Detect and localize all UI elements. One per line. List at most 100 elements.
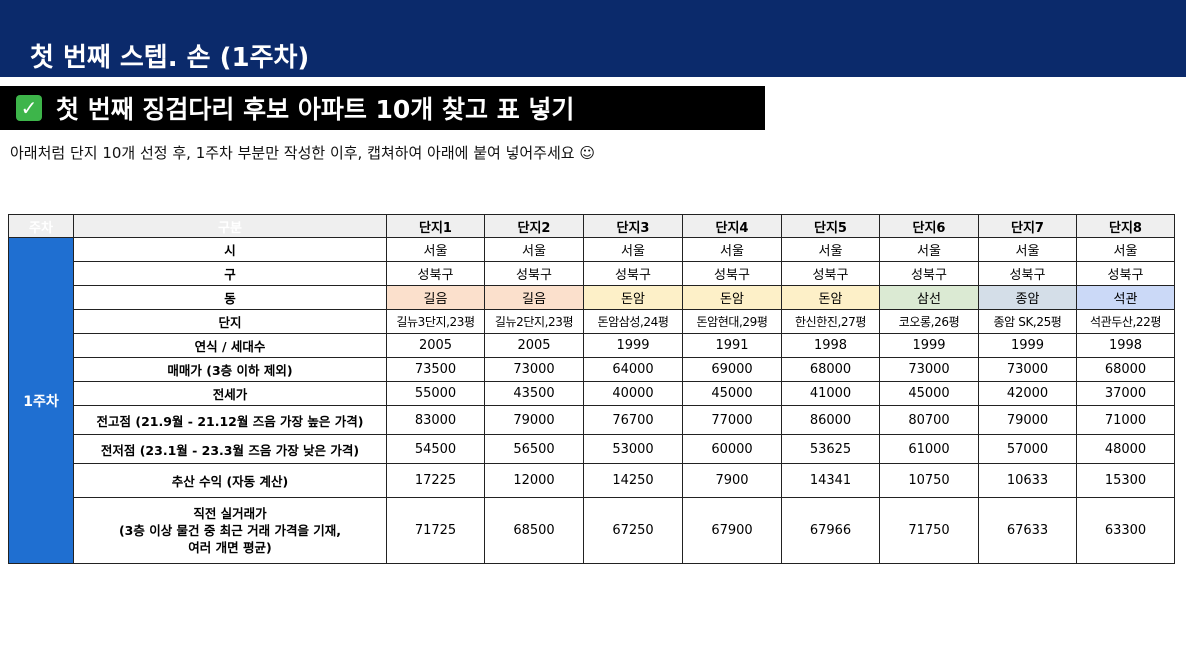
table-cell: 서울	[978, 237, 1077, 262]
table-cell: 43500	[484, 381, 584, 406]
table-cell: 73000	[879, 357, 979, 382]
table-cell: 돈암	[682, 285, 782, 310]
table-cell: 돈암	[583, 285, 683, 310]
table-cell: 서울	[583, 237, 683, 262]
week-label: 1주차	[8, 237, 74, 564]
table-cell: 67250	[583, 497, 683, 564]
table-cell: 성북구	[386, 261, 485, 286]
table-header-row: 주차 구분 단지1 단지2 단지3 단지4 단지5 단지6 단지7 단지8	[8, 214, 1175, 238]
table-cell: 서울	[682, 237, 782, 262]
table-cell: 1999	[583, 333, 683, 358]
row-label: 직전 실거래가 (3층 이상 물건 중 최근 거래 가격을 기재, 여러 개면 …	[73, 497, 387, 564]
table-cell: 서울	[484, 237, 584, 262]
table-cell: 17225	[386, 463, 485, 498]
table-cell: 길뉴2단지,23평	[484, 309, 584, 334]
table-cell: 71725	[386, 497, 485, 564]
table-row: 매매가 (3층 이하 제외) 73500 73000 64000 69000 6…	[9, 357, 1175, 382]
column-header: 단지7	[978, 214, 1077, 238]
table-row: 전고점 (21.9월 - 21.12월 즈음 가장 높은 가격) 83000 7…	[9, 405, 1175, 435]
table-cell: 성북구	[583, 261, 683, 286]
column-header: 단지6	[879, 214, 979, 238]
table-cell: 79000	[978, 405, 1077, 435]
row-label-line: 여러 개면 평균)	[188, 540, 272, 555]
column-header: 단지8	[1076, 214, 1175, 238]
table-cell: 한신한진,27평	[781, 309, 880, 334]
table-cell: 67900	[682, 497, 782, 564]
table-cell: 57000	[978, 434, 1077, 464]
table-cell: 길뉴3단지,23평	[386, 309, 485, 334]
table-cell: 53625	[781, 434, 880, 464]
table-cell: 83000	[386, 405, 485, 435]
column-header: 단지5	[781, 214, 880, 238]
table-cell: 석관두산,22평	[1076, 309, 1175, 334]
table-cell: 서울	[1076, 237, 1175, 262]
table-cell: 76700	[583, 405, 683, 435]
table-cell: 길음	[386, 285, 485, 310]
header-bar: 첫 번째 스텝. 손 (1주차)	[0, 0, 1188, 77]
table-cell: 10750	[879, 463, 979, 498]
table-cell: 성북구	[781, 261, 880, 286]
table-row: 동 길음 길음 돈암 돈암 돈암 삼선 종암 석관	[9, 285, 1175, 310]
table-cell: 45000	[879, 381, 979, 406]
table-cell: 40000	[583, 381, 683, 406]
table-cell: 길음	[484, 285, 584, 310]
table-cell: 성북구	[978, 261, 1077, 286]
table-cell: 성북구	[1076, 261, 1175, 286]
row-label-line: (3층 이상 물건 중 최근 거래 가격을 기재,	[118, 523, 342, 538]
table-cell: 석관	[1076, 285, 1175, 310]
row-label: 구	[73, 261, 387, 286]
table-cell: 63300	[1076, 497, 1175, 564]
table-cell: 2005	[386, 333, 485, 358]
table-cell: 서울	[386, 237, 485, 262]
table-cell: 성북구	[879, 261, 979, 286]
table-row: 구 성북구 성북구 성북구 성북구 성북구 성북구 성북구 성북구	[9, 261, 1175, 286]
table-cell: 37000	[1076, 381, 1175, 406]
check-mark-icon: ✓	[16, 95, 42, 121]
table-cell: 2005	[484, 333, 584, 358]
table-cell: 14341	[781, 463, 880, 498]
table-cell: 48000	[1076, 434, 1175, 464]
table-cell: 42000	[978, 381, 1077, 406]
table-cell: 서울	[781, 237, 880, 262]
column-header: 단지4	[682, 214, 782, 238]
table-row: 연식 / 세대수 2005 2005 1999 1991 1998 1999 1…	[9, 333, 1175, 358]
table-cell: 77000	[682, 405, 782, 435]
table-cell: 61000	[879, 434, 979, 464]
column-header: 단지2	[484, 214, 584, 238]
table-cell: 15300	[1076, 463, 1175, 498]
table-cell: 10633	[978, 463, 1077, 498]
row-label: 추산 수익 (자동 계산)	[73, 463, 387, 498]
table-row: 추산 수익 (자동 계산) 17225 12000 14250 7900 143…	[9, 463, 1175, 498]
table-cell: 71750	[879, 497, 979, 564]
section-heading-text: 첫 번째 징검다리 후보 아파트 10개 찾고 표 넣기	[56, 95, 575, 124]
table-cell: 56500	[484, 434, 584, 464]
table-cell: 1998	[781, 333, 880, 358]
table-cell: 68000	[781, 357, 880, 382]
row-label: 연식 / 세대수	[73, 333, 387, 358]
table-cell: 14250	[583, 463, 683, 498]
table-cell: 45000	[682, 381, 782, 406]
table-cell: 성북구	[484, 261, 584, 286]
row-label: 전저점 (23.1월 - 23.3월 즈음 가장 낮은 가격)	[73, 434, 387, 464]
table-cell: 67633	[978, 497, 1077, 564]
table-cell: 53000	[583, 434, 683, 464]
table-cell: 돈암삼성,24평	[583, 309, 683, 334]
row-label: 매매가 (3층 이하 제외)	[73, 357, 387, 382]
row-label-line: 직전 실거래가	[193, 506, 267, 521]
table-cell: 54500	[386, 434, 485, 464]
table-row: 1주차 시 서울 서울 서울 서울 서울 서울 서울 서울	[8, 237, 1175, 564]
table-cell: 1999	[978, 333, 1077, 358]
table-cell: 86000	[781, 405, 880, 435]
table-cell: 12000	[484, 463, 584, 498]
table-cell: 성북구	[682, 261, 782, 286]
table-cell: 68000	[1076, 357, 1175, 382]
table-cell: 79000	[484, 405, 584, 435]
table-row: 전세가 55000 43500 40000 45000 41000 45000 …	[9, 381, 1175, 406]
table-cell: 서울	[879, 237, 979, 262]
table-cell: 돈암	[781, 285, 880, 310]
table-row: 단지 길뉴3단지,23평 길뉴2단지,23평 돈암삼성,24평 돈암현대,29평…	[9, 309, 1175, 334]
week-header: 주차	[8, 214, 74, 238]
instruction-text: 아래처럼 단지 10개 선정 후, 1주차 부분만 작성한 이후, 캡쳐하여 아…	[10, 144, 595, 162]
table-cell: 69000	[682, 357, 782, 382]
category-header: 구분	[73, 214, 387, 238]
